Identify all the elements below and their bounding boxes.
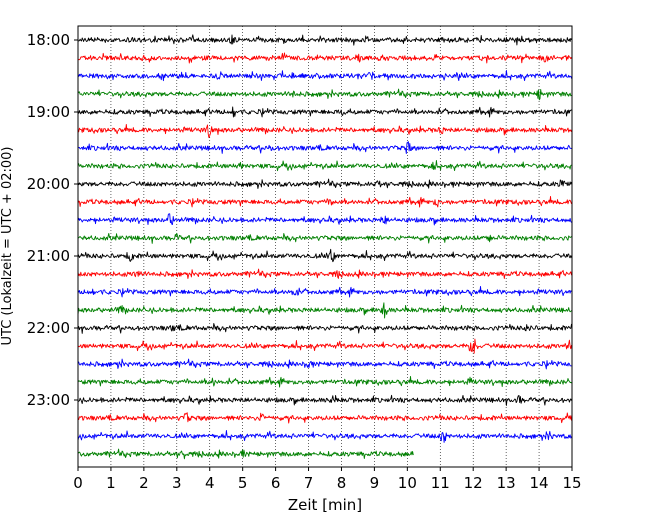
x-tick-label: 7 bbox=[304, 474, 314, 492]
x-tick-label: 15 bbox=[562, 474, 581, 492]
x-tick-label: 4 bbox=[205, 474, 215, 492]
seismogram-trace bbox=[77, 232, 572, 244]
seismogram-trace bbox=[77, 248, 572, 263]
seismogram-trace bbox=[77, 123, 572, 139]
seismogram-trace bbox=[77, 178, 572, 189]
y-ticks: 18:00 19:00 20:00 21:00 22:00 23:00 bbox=[27, 31, 78, 409]
x-axis-label: Zeit [min] bbox=[288, 496, 362, 514]
seismogram-trace bbox=[77, 448, 414, 460]
seismogram-trace bbox=[77, 106, 572, 118]
x-tick-label: 11 bbox=[431, 474, 450, 492]
traces bbox=[77, 34, 572, 460]
y-tick-label: 22:00 bbox=[27, 319, 70, 337]
y-tick-label: 19:00 bbox=[27, 103, 70, 121]
x-tick-label: 1 bbox=[106, 474, 116, 492]
seismogram-trace bbox=[77, 52, 572, 64]
x-tick-label: 10 bbox=[398, 474, 417, 492]
x-tick-label: 13 bbox=[497, 474, 516, 492]
seismogram-trace bbox=[77, 323, 572, 334]
x-tick-label: 0 bbox=[73, 474, 83, 492]
seismogram-trace bbox=[77, 430, 572, 443]
seismogram-trace bbox=[77, 141, 572, 155]
x-tick-label: 6 bbox=[271, 474, 281, 492]
seismogram-trace bbox=[77, 195, 572, 208]
x-tick-label: 2 bbox=[139, 474, 149, 492]
y-tick-label: 23:00 bbox=[27, 391, 70, 409]
seismogram-trace bbox=[77, 88, 572, 101]
seismogram-trace bbox=[77, 268, 572, 279]
x-tick-label: 14 bbox=[530, 474, 549, 492]
seismogram-trace bbox=[77, 34, 572, 46]
seismogram-trace bbox=[77, 70, 572, 82]
seismogram-trace bbox=[77, 394, 572, 406]
x-tick-label: 8 bbox=[337, 474, 347, 492]
seismogram-trace bbox=[77, 160, 572, 172]
y-tick-label: 18:00 bbox=[27, 31, 70, 49]
x-tick-label: 3 bbox=[172, 474, 182, 492]
seismogram-trace bbox=[77, 375, 572, 388]
x-tick-label: 5 bbox=[238, 474, 248, 492]
plot-frame bbox=[77, 25, 573, 468]
y-tick-label: 21:00 bbox=[27, 247, 70, 265]
x-ticks: 0 1 2 3 4 5 6 7 8 9 10 11 12 13 14 15 bbox=[73, 467, 582, 492]
seismogram-trace bbox=[77, 285, 572, 298]
y-axis-label: UTC (Lokalzeit = UTC + 02:00) bbox=[0, 147, 15, 346]
x-tick-label: 9 bbox=[370, 474, 380, 492]
seismogram-trace bbox=[77, 412, 572, 424]
seismogram-trace bbox=[77, 358, 572, 370]
seismogram-trace bbox=[77, 338, 572, 354]
seismogram-trace bbox=[77, 302, 572, 319]
seismogram-trace bbox=[77, 213, 572, 226]
x-tick-label: 12 bbox=[464, 474, 483, 492]
y-tick-label: 20:00 bbox=[27, 175, 70, 193]
